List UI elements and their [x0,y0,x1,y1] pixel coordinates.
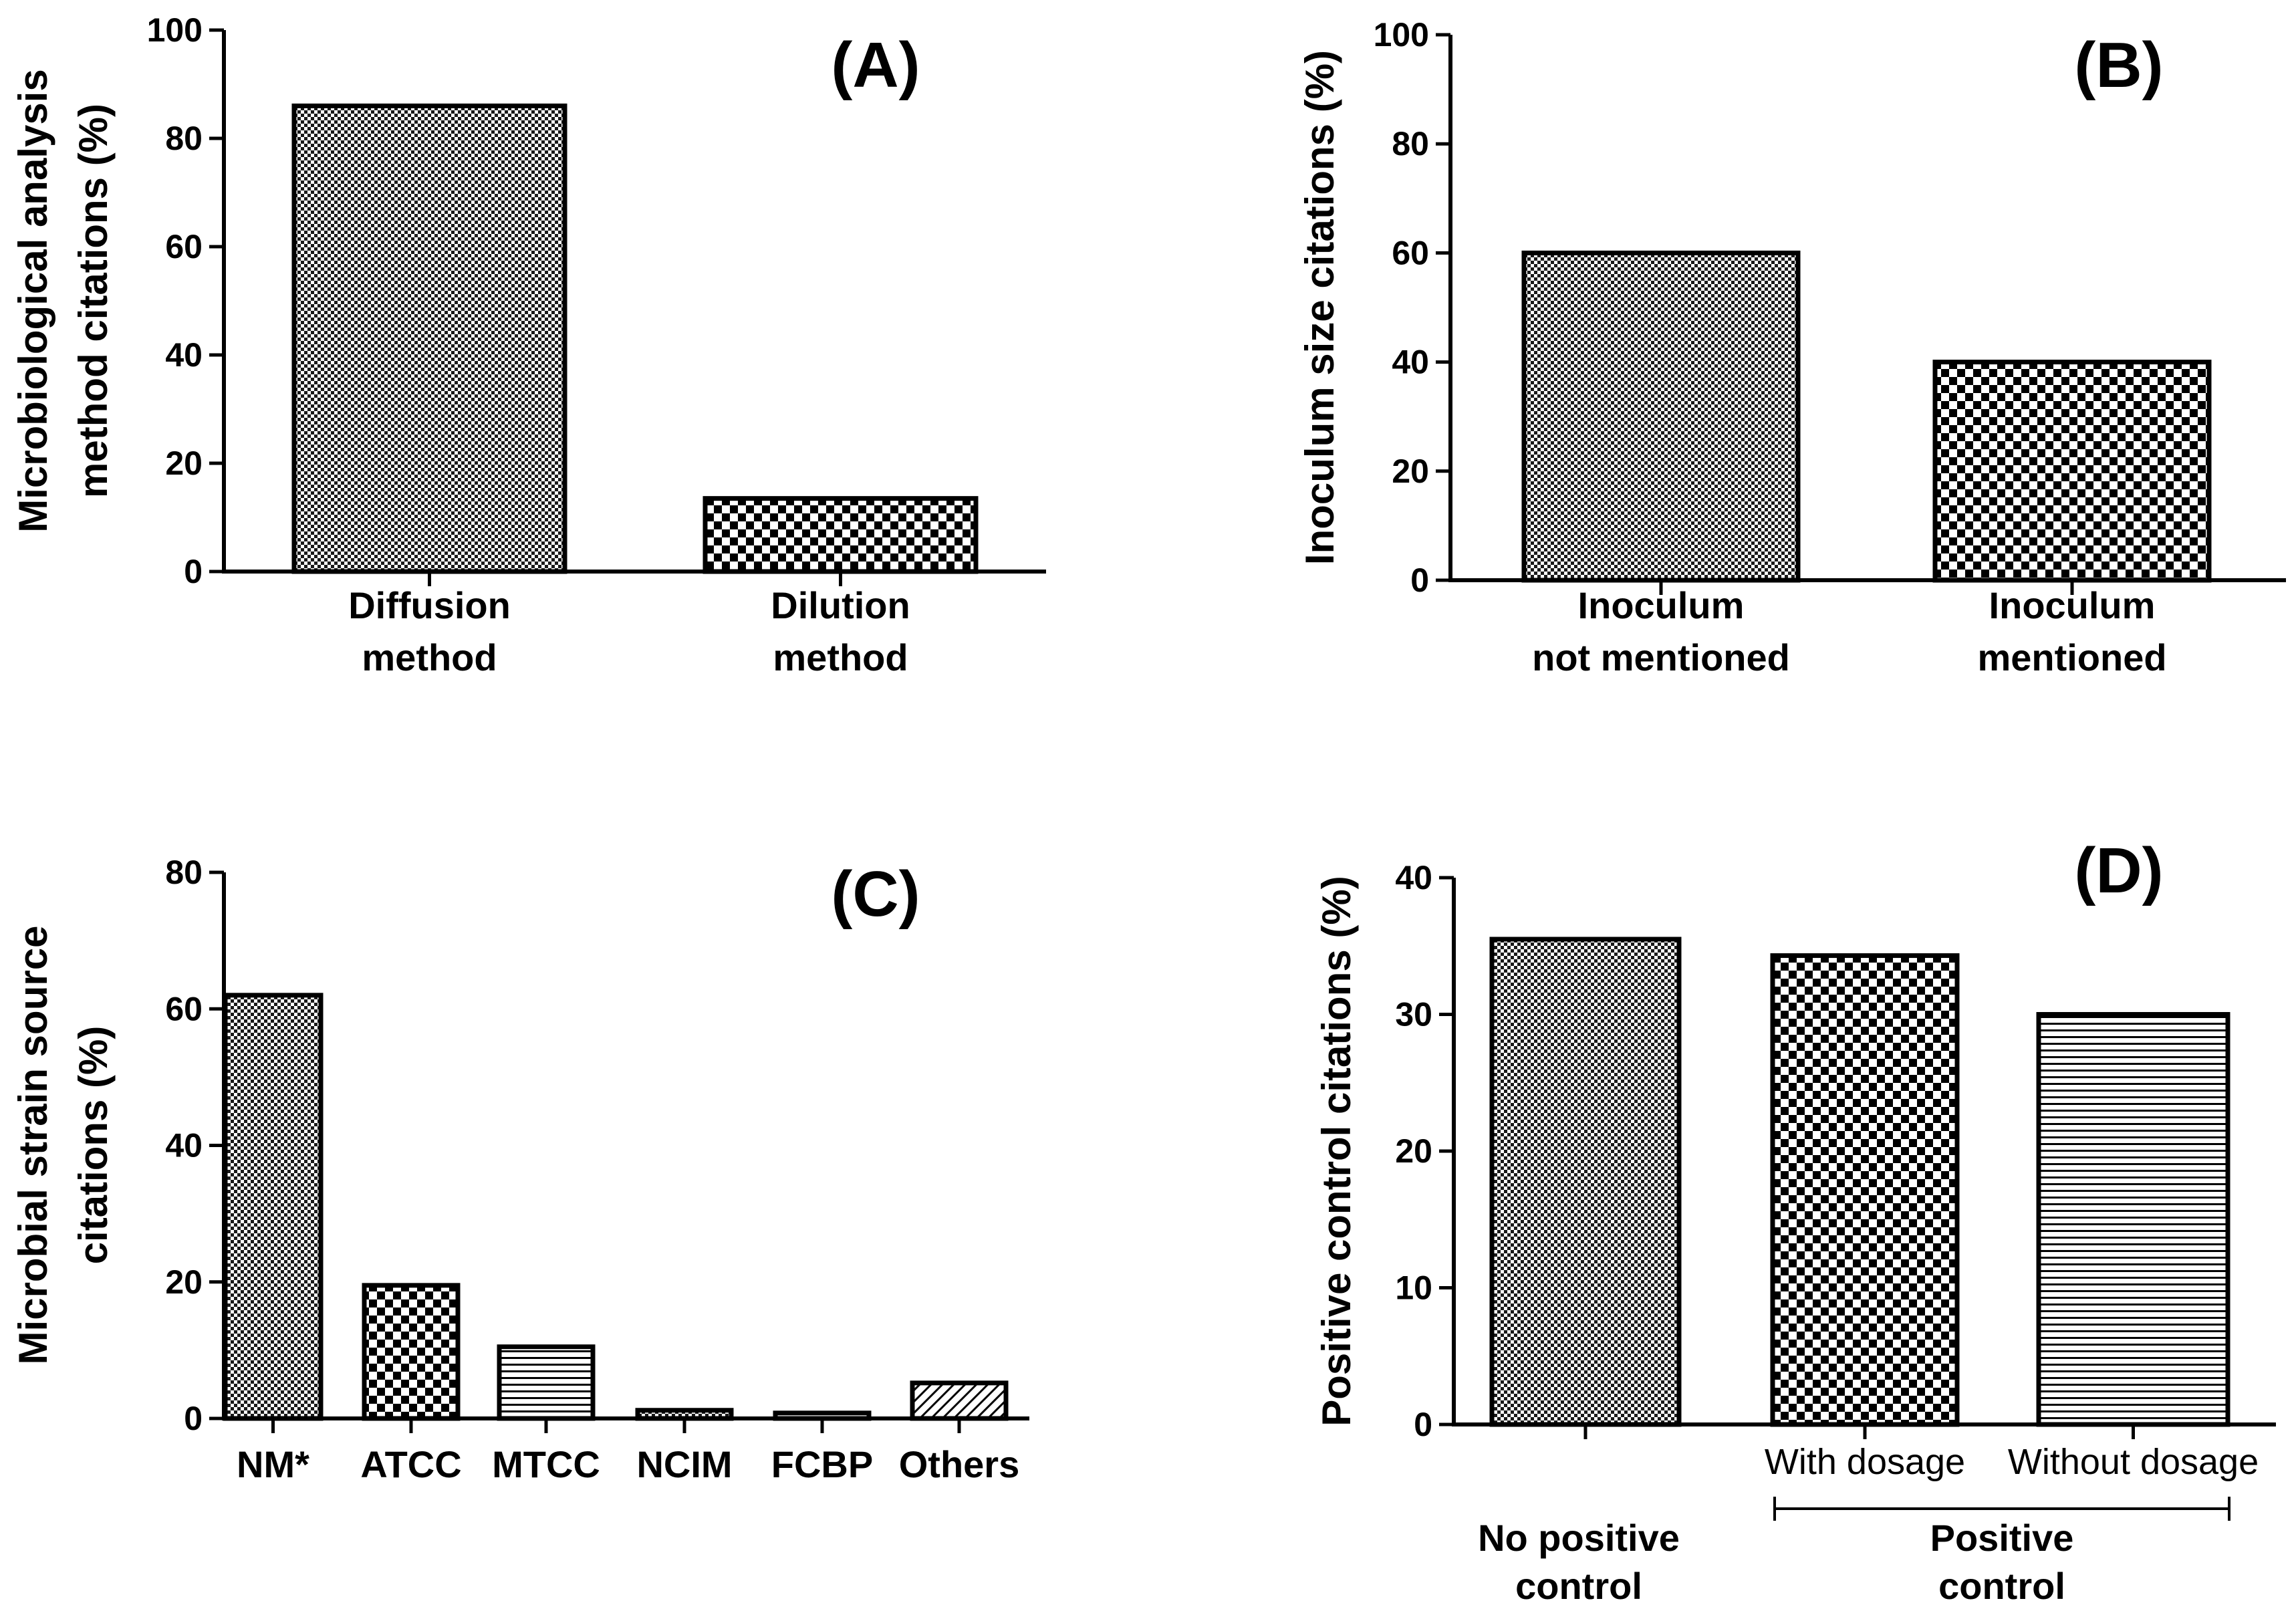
bar [497,1344,596,1421]
bar [223,993,324,1421]
bar [635,1408,734,1421]
y-axis-label: Microbiological analysis [11,69,55,533]
panel-label: (D) [2074,835,2163,906]
y-tick-label: 40 [1395,859,1432,896]
x-category-label: Others [899,1443,1020,1485]
y-tick-label: 100 [147,11,203,49]
bar [1521,250,1801,583]
group-label: control [1938,1565,2065,1607]
bar [291,103,567,574]
x-category-label: method [773,636,908,678]
y-axis-label: Inoculum size citations (%) [1297,50,1342,565]
y-tick-label: 40 [1392,344,1429,381]
y-axis-label: Positive control citations (%) [1314,876,1359,1426]
x-category-label: NM* [237,1443,309,1485]
x-category-label: MTCC [492,1443,600,1485]
bar [1489,937,1682,1427]
bar [773,1410,872,1421]
x-category-label: Without dosage [2008,1442,2259,1482]
bar [910,1380,1009,1421]
y-tick-label: 10 [1395,1269,1432,1307]
y-tick-label: 30 [1395,996,1432,1033]
panel-label: (A) [831,29,920,101]
bar [1770,953,1960,1427]
panel-label: (B) [2074,29,2163,101]
x-category-label: method [362,636,497,678]
y-tick-label: 40 [165,1127,203,1164]
chart-panel-a: (A) Microbiological analysis method citat… [11,11,1046,678]
y-tick-label: 0 [184,553,203,590]
y-tick-label: 0 [184,1400,203,1437]
x-category-label: NCIM [636,1443,732,1485]
x-category-label: Inoculum [1989,584,2156,626]
chart-panel-d: (D) Positive control citations (%) 0 10 20 3… [1314,835,2276,1607]
y-tick-label: 20 [1395,1132,1432,1170]
group-label: control [1515,1565,1642,1607]
y-tick-label: 60 [1392,234,1429,271]
y-tick-label: 40 [165,336,203,374]
y-tick-label: 20 [165,445,203,482]
chart-panel-c: (C) Microbial strain source citations (%)… [11,854,1029,1485]
bar [703,496,979,574]
y-tick-label: 60 [165,228,203,265]
group-label: No positive [1478,1517,1680,1559]
x-category-label: Inoculum [1578,584,1745,626]
y-tick-label: 80 [165,120,203,157]
x-category-label: ATCC [360,1443,461,1485]
y-tick-label: 80 [165,854,203,891]
y-tick-label: 20 [1392,453,1429,490]
y-tick-label: 0 [1410,562,1429,599]
x-category-label: mentioned [1977,636,2166,678]
y-tick-label: 100 [1374,16,1429,53]
chart-panel-b: (B) Inoculum size citations (%) 0 20 40 60 80… [1297,16,2286,678]
y-axis-label: citations (%) [71,1026,116,1265]
y-axis-label: method citations (%) [71,104,116,498]
y-tick-label: 20 [165,1263,203,1301]
x-category-label: Dilution [771,584,910,626]
panel-label: (C) [831,858,920,930]
bar [362,1283,461,1421]
group-label: Positive [1930,1517,2074,1559]
bar [1932,360,2212,583]
y-tick-label: 60 [165,990,203,1027]
y-tick-label: 0 [1414,1406,1432,1443]
x-category-label: FCBP [771,1443,873,1485]
x-category-label: Diffusion [348,584,511,626]
x-category-label: With dosage [1765,1442,1965,1482]
bar [2036,1012,2230,1427]
x-category-label: not mentioned [1532,636,1790,678]
y-axis-label: Microbial strain source [11,926,55,1365]
y-tick-label: 80 [1392,125,1429,162]
